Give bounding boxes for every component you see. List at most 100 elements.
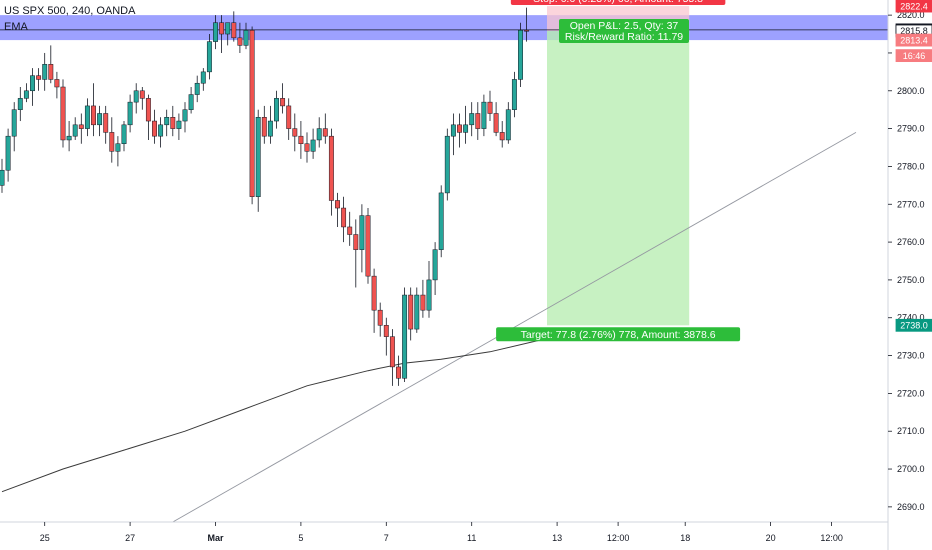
candle-body[interactable] [463,124,469,133]
candle[interactable] [493,102,499,137]
candle-body[interactable] [475,113,481,129]
candle-body[interactable] [341,207,347,228]
price-tag-box[interactable] [895,318,932,332]
candle[interactable] [408,287,414,341]
price-tag-box[interactable] [895,49,932,63]
candle[interactable] [518,22,523,87]
candle-body[interactable] [365,215,371,277]
candle-body[interactable] [182,109,188,122]
candle-body[interactable] [444,135,450,194]
candle[interactable] [261,105,267,144]
candle[interactable] [176,113,182,140]
candle-body[interactable] [213,22,218,42]
candle-body[interactable] [310,139,316,152]
candle-body[interactable] [316,128,322,141]
candle[interactable] [54,71,60,99]
candle-body[interactable] [328,135,334,201]
candle-body[interactable] [487,101,493,114]
candle[interactable] [298,121,304,159]
stop-label[interactable]: Stop: 6.6 (0.23%) 66, Amount: 755.8 [510,0,726,6]
candle[interactable] [487,90,493,122]
candles[interactable] [0,7,530,386]
target-label-text[interactable]: Target: 77.8 (2.76%) 778, Amount: 3878.6 [521,329,716,341]
candle-body[interactable] [60,86,66,141]
candle-body[interactable] [261,117,267,137]
candle-body[interactable] [408,294,414,330]
price-tag-text[interactable]: 2813.4 [900,35,928,45]
candle[interactable] [341,196,347,243]
candle[interactable] [219,15,225,53]
candle-body[interactable] [17,98,23,110]
time-tick-label[interactable]: 13 [552,533,562,543]
target-label-box[interactable] [496,327,741,342]
candle[interactable] [450,113,456,156]
price-tag[interactable]: 16:46 [895,49,932,63]
stop-label-box[interactable] [510,0,726,6]
candle[interactable] [524,7,530,42]
price-tick-label[interactable]: 2800.0 [897,86,925,96]
candle[interactable] [414,287,420,333]
candle-body[interactable] [206,41,212,73]
candle[interactable] [432,242,438,296]
price-tag[interactable]: 2738.0 [895,318,932,332]
candle-body[interactable] [145,98,151,122]
symbol-title[interactable]: US SPX 500, 240, OANDA [4,5,136,17]
candle[interactable] [36,68,42,91]
candle[interactable] [335,192,340,227]
candle[interactable] [84,98,90,137]
candle[interactable] [438,185,444,258]
candle[interactable] [152,109,157,144]
candle-body[interactable] [30,75,35,92]
candle[interactable] [457,113,462,148]
time-tick-label[interactable]: 25 [40,533,50,543]
candle-body[interactable] [103,113,109,133]
candle-body[interactable] [54,79,60,88]
candle[interactable] [158,117,164,148]
price-tag[interactable]: 2813.4 [895,33,932,47]
price-tag-text[interactable]: 2738.0 [900,321,928,331]
stop-label-text[interactable]: Stop: 6.6 (0.23%) 66, Amount: 755.8 [533,0,703,5]
candle[interactable] [322,113,328,144]
price-tick-label[interactable]: 2750.0 [897,275,925,285]
candle-body[interactable] [414,294,420,330]
candle[interactable] [420,279,426,318]
time-tick-label[interactable]: 27 [125,533,135,543]
time-axis[interactable]: 25 27 Mar 5 7 11 13 12:00 18 20 12:00 [0,521,888,543]
price-tag-text[interactable]: 16:46 [903,51,926,61]
candle-body[interactable] [36,75,42,80]
candle[interactable] [121,121,127,152]
price-tag[interactable]: 2822.4 [895,0,932,13]
candle[interactable] [347,211,353,246]
candle-body[interactable] [11,109,17,137]
candle-body[interactable] [91,105,96,126]
candle[interactable] [213,15,218,50]
price-tick-label[interactable]: 2690.0 [897,502,925,512]
target-label[interactable]: Target: 77.8 (2.76%) 778, Amount: 3878.6 [496,327,741,342]
candle[interactable] [115,136,121,167]
candle[interactable] [481,94,487,137]
candle-body[interactable] [139,90,145,99]
candle-body[interactable] [432,249,438,281]
candle-body[interactable] [78,124,84,129]
candle-body[interactable] [402,294,408,379]
candle[interactable] [66,121,72,152]
candle[interactable] [200,68,206,91]
candle-body[interactable] [377,309,383,326]
candle[interactable] [353,219,359,288]
candle-body[interactable] [280,98,286,107]
candle-body[interactable] [219,22,225,35]
candle-body[interactable] [48,64,54,80]
candle-body[interactable] [152,120,157,137]
candle[interactable] [310,128,316,159]
candle[interactable] [377,302,383,337]
candle-body[interactable] [457,124,462,133]
price-tick-label[interactable]: 2700.0 [897,464,925,474]
candle[interactable] [292,113,298,152]
candle-body[interactable] [353,234,359,250]
candle[interactable] [78,113,84,144]
candle[interactable] [30,68,35,106]
candle[interactable] [280,83,286,114]
candle-body[interactable] [249,30,255,197]
candle-body[interactable] [304,143,310,152]
